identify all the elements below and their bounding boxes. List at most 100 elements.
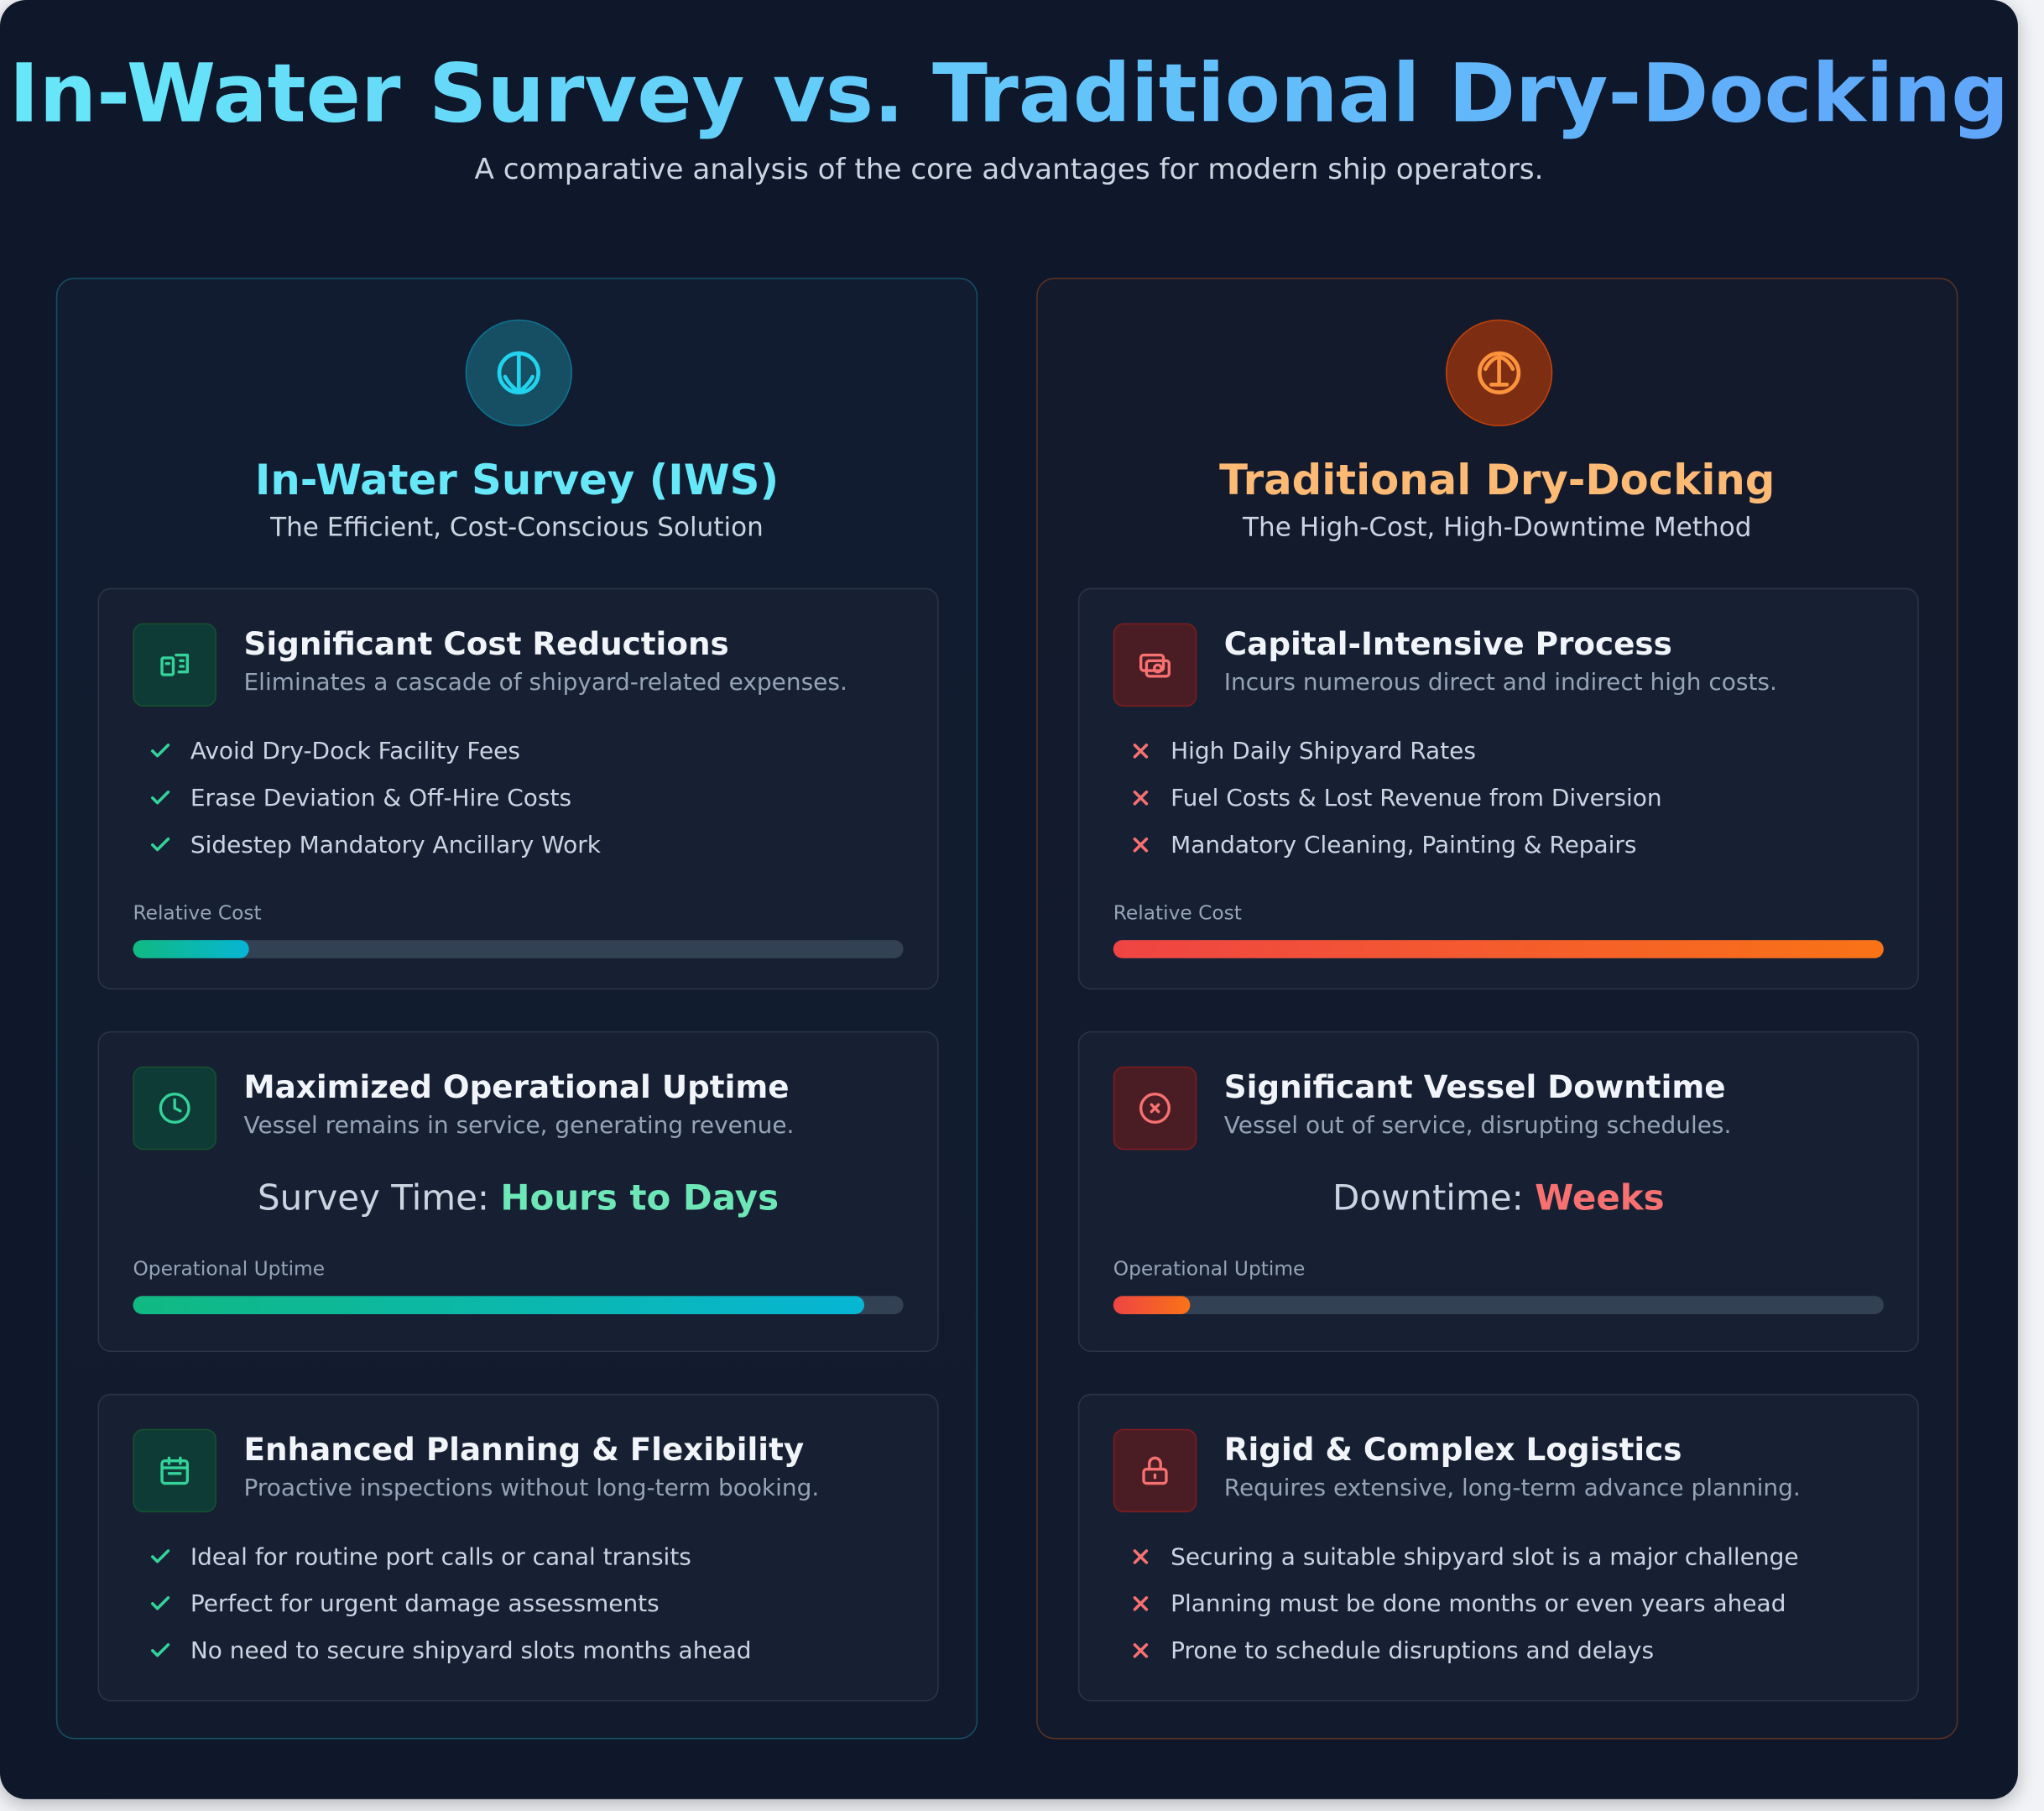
- cross-icon: [1133, 837, 1149, 853]
- stat-label: Downtime:: [1332, 1178, 1524, 1219]
- feature-list: Securing a suitable shipyard slot is a m…: [1113, 1533, 1884, 1674]
- feature-text: Erase Deviation & Off-Hire Costs: [190, 784, 572, 812]
- card-icon-box: [133, 1066, 216, 1151]
- card-icon: [160, 1456, 190, 1485]
- column-subtitle: The High-Cost, High-Downtime Method: [1243, 510, 1752, 543]
- feature-text: Sidestep Mandatory Ancillary Work: [190, 831, 601, 859]
- card-icon-box: [133, 1428, 216, 1513]
- check-icon: [151, 1596, 170, 1610]
- card-heading: Significant Cost Reductions Eliminates a …: [244, 624, 847, 707]
- meter-label: Operational Uptime: [1113, 1256, 1306, 1281]
- feature-text: High Daily Shipyard Rates: [1171, 737, 1476, 765]
- feature-item: High Daily Shipyard Rates: [1113, 728, 1884, 775]
- card-icon: [159, 1093, 190, 1125]
- stat-line: Downtime: Weeks: [1113, 1175, 1884, 1224]
- feature-item: Erase Deviation & Off-Hire Costs: [133, 775, 903, 822]
- card-header: Rigid & Complex Logistics Requires extens…: [1113, 1428, 1884, 1513]
- feature-list: High Daily Shipyard Rates Fuel Costs & Lo…: [1113, 728, 1884, 869]
- check-icon: [151, 837, 170, 852]
- card-description: Incurs numerous direct and indirect high…: [1223, 668, 1777, 697]
- feature-text: Prone to schedule disruptions and delays: [1171, 1636, 1655, 1665]
- stat-line: Survey Time: Hours to Days: [133, 1175, 903, 1224]
- feature-text: Fuel Costs & Lost Revenue from Diversion: [1171, 784, 1662, 812]
- check-icon: [151, 791, 170, 805]
- stat-value: Weeks: [1535, 1178, 1665, 1219]
- badge-icon: [497, 351, 540, 394]
- feature-card: Enhanced Planning & Flexibility Proactive…: [97, 1393, 939, 1702]
- feature-item: Planning must be done months or even yea…: [1113, 1580, 1884, 1627]
- card-heading: Maximized Operational Uptime Vessel remai…: [244, 1067, 795, 1150]
- card-heading: Capital-Intensive Process Incurs numerous…: [1224, 624, 1777, 707]
- comparison-column: In-Water Survey (IWS) The Efficient, Cost…: [55, 277, 978, 1740]
- card-description: Vessel out of service, disrupting schedu…: [1223, 1112, 1732, 1140]
- meter-label: Relative Cost: [1113, 900, 1242, 925]
- card-title: Rigid & Complex Logistics: [1223, 1431, 1682, 1469]
- card-title: Significant Cost Reductions: [243, 625, 729, 663]
- meter-fill: [133, 1296, 865, 1314]
- card-heading: Significant Vessel Downtime Vessel out of…: [1224, 1067, 1732, 1150]
- meter-track: [1113, 1296, 1884, 1314]
- meter-fill: [1113, 1296, 1191, 1314]
- card-header: Enhanced Planning & Flexibility Proactive…: [133, 1428, 903, 1513]
- card-description: Eliminates a cascade of shipyard-related…: [243, 668, 847, 697]
- card-header: Significant Vessel Downtime Vessel out of…: [1113, 1066, 1884, 1151]
- cross-icon: [1133, 1549, 1149, 1564]
- card-icon-box: [1113, 623, 1197, 707]
- cross-icon: [1133, 744, 1149, 759]
- feature-item: Ideal for routine port calls or canal tr…: [133, 1533, 903, 1580]
- card-title: Enhanced Planning & Flexibility: [243, 1431, 805, 1469]
- card-header: Maximized Operational Uptime Vessel remai…: [133, 1066, 903, 1151]
- page-subtitle: A comparative analysis of the core advan…: [474, 154, 1544, 187]
- card-icon-box: [1113, 1066, 1197, 1151]
- feature-item: No need to secure shipyard slots months …: [133, 1627, 903, 1674]
- column-title: Traditional Dry-Docking: [1219, 455, 1775, 505]
- feature-text: Mandatory Cleaning, Painting & Repairs: [1171, 831, 1637, 859]
- feature-text: No need to secure shipyard slots months …: [190, 1636, 752, 1665]
- check-icon: [151, 1643, 170, 1657]
- cross-icon: [1133, 1643, 1149, 1658]
- feature-text: Avoid Dry-Dock Facility Fees: [190, 737, 520, 765]
- feature-item: Prone to schedule disruptions and delays: [1113, 1627, 1884, 1674]
- feature-text: Securing a suitable shipyard slot is a m…: [1171, 1542, 1799, 1571]
- feature-text: Ideal for routine port calls or canal tr…: [190, 1542, 691, 1571]
- feature-item: Avoid Dry-Dock Facility Fees: [133, 728, 903, 775]
- card-title: Capital-Intensive Process: [1223, 625, 1672, 663]
- card-description: Vessel remains in service, generating re…: [243, 1112, 795, 1140]
- card-title: Significant Vessel Downtime: [1223, 1068, 1726, 1106]
- column-badge: [1445, 319, 1553, 427]
- feature-item: Perfect for urgent damage assessments: [133, 1580, 903, 1627]
- card-icon-box: [1113, 1428, 1197, 1513]
- stat-label: Survey Time:: [258, 1178, 490, 1219]
- badge-icon: [1477, 351, 1521, 394]
- feature-text: Planning must be done months or even yea…: [1171, 1589, 1786, 1618]
- card-description: Proactive inspections without long-term …: [243, 1474, 820, 1502]
- feature-card: Significant Vessel Downtime Vessel out of…: [1077, 1031, 1919, 1353]
- feature-item: Mandatory Cleaning, Painting & Repairs: [1113, 822, 1884, 869]
- check-icon: [151, 744, 170, 758]
- feature-list: Avoid Dry-Dock Facility Fees Erase Deviat…: [133, 728, 903, 869]
- meter-fill: [133, 940, 249, 958]
- card-description: Requires extensive, long-term advance pl…: [1223, 1474, 1801, 1502]
- column-subtitle: The Efficient, Cost-Conscious Solution: [270, 510, 764, 543]
- meter-label: Operational Uptime: [133, 1256, 326, 1281]
- feature-item: Sidestep Mandatory Ancillary Work: [133, 822, 903, 869]
- page-title: In-Water Survey vs. Traditional Dry-Dock…: [0, 42, 2018, 146]
- card-icon: [160, 653, 190, 676]
- card-title: Maximized Operational Uptime: [243, 1068, 790, 1106]
- card-heading: Enhanced Planning & Flexibility Proactive…: [244, 1429, 820, 1512]
- cross-icon: [1133, 1596, 1149, 1611]
- card-heading: Rigid & Complex Logistics Requires extens…: [1224, 1429, 1801, 1512]
- feature-list: Ideal for routine port calls or canal tr…: [133, 1533, 903, 1674]
- card-icon: [1139, 1093, 1171, 1125]
- meter-track: [1113, 940, 1884, 958]
- column-title: In-Water Survey (IWS): [254, 455, 780, 505]
- meter-fill: [1113, 940, 1884, 958]
- stat-value: Hours to Days: [500, 1178, 780, 1219]
- meter-track: [133, 1296, 904, 1314]
- feature-card: Capital-Intensive Process Incurs numerous…: [1077, 587, 1919, 990]
- feature-card: Maximized Operational Uptime Vessel remai…: [97, 1031, 939, 1353]
